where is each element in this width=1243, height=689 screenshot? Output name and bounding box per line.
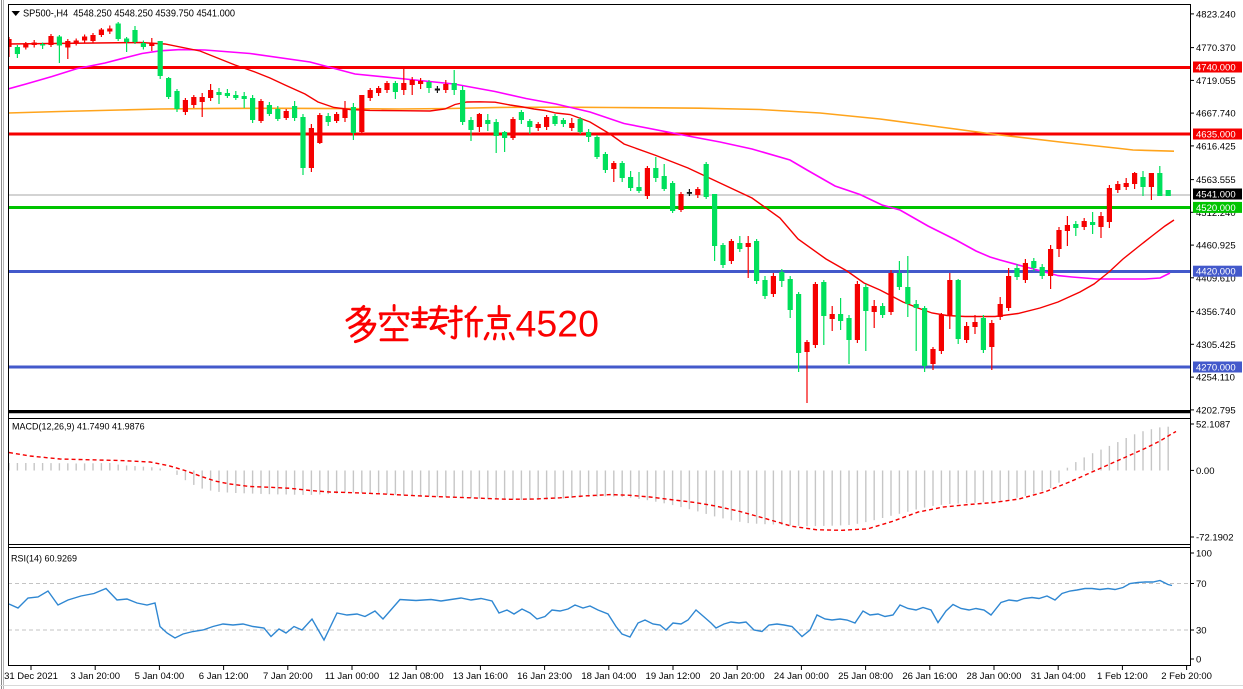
svg-text:4520: 4520 [516,303,599,345]
svg-text:4719.055: 4719.055 [1196,76,1236,87]
svg-text:4420.000: 4420.000 [1196,267,1236,278]
svg-text:4541.000: 4541.000 [1196,190,1236,201]
svg-text:4356.740: 4356.740 [1196,307,1236,318]
svg-text:70: 70 [1196,579,1207,590]
svg-text:7 Jan 20:00: 7 Jan 20:00 [263,671,313,682]
svg-text:MACD(12,26,9) 41.7490 41.9876: MACD(12,26,9) 41.7490 41.9876 [12,422,145,432]
svg-text:4823.240: 4823.240 [1196,9,1236,20]
svg-text:16 Jan 23:00: 16 Jan 23:00 [517,671,572,682]
svg-text:25 Jan 08:00: 25 Jan 08:00 [838,671,893,682]
svg-text:4635.000: 4635.000 [1196,130,1236,141]
svg-text:12 Jan 08:00: 12 Jan 08:00 [389,671,444,682]
svg-text:0.00: 0.00 [1196,466,1215,477]
svg-text:11 Jan 00:00: 11 Jan 00:00 [325,671,379,682]
svg-text:4563.555: 4563.555 [1196,175,1236,186]
svg-text:20 Jan 20:00: 20 Jan 20:00 [710,671,765,682]
svg-text:4512.240: 4512.240 [1196,208,1236,219]
svg-text:4305.425: 4305.425 [1196,340,1236,351]
svg-text:4616.425: 4616.425 [1196,141,1236,152]
svg-text:19 Jan 12:00: 19 Jan 12:00 [646,671,701,682]
svg-text:52.1087: 52.1087 [1196,420,1230,431]
svg-text:100: 100 [1196,549,1212,560]
svg-text:4740.000: 4740.000 [1196,63,1236,74]
svg-text:5 Jan 04:00: 5 Jan 04:00 [135,671,185,682]
svg-text:-72.1902: -72.1902 [1196,533,1234,544]
svg-text:1 Feb 12:00: 1 Feb 12:00 [1097,671,1148,682]
svg-text:26 Jan 16:00: 26 Jan 16:00 [902,671,957,682]
svg-text:4409.610: 4409.610 [1196,273,1236,284]
svg-text:18 Jan 04:00: 18 Jan 04:00 [581,671,636,682]
svg-text:31 Dec 2021: 31 Dec 2021 [4,671,58,682]
svg-text:2 Feb 20:00: 2 Feb 20:00 [1161,671,1212,682]
svg-text:RSI(14) 60.9269: RSI(14) 60.9269 [11,554,77,564]
svg-text:28 Jan 00:00: 28 Jan 00:00 [967,671,1022,682]
svg-text:31 Jan 04:00: 31 Jan 04:00 [1031,671,1086,682]
svg-text:4770.370: 4770.370 [1196,43,1236,54]
svg-text:4460.925: 4460.925 [1196,241,1236,252]
svg-text:4254.110: 4254.110 [1196,373,1235,384]
svg-text:4270.000: 4270.000 [1196,363,1236,374]
svg-text:0: 0 [1196,655,1201,666]
svg-text:4667.740: 4667.740 [1196,109,1236,120]
svg-text:3 Jan 20:00: 3 Jan 20:00 [70,671,120,682]
svg-text:SP500-,H4 4548.250 4548.250 4: SP500-,H4 4548.250 4548.250 4539.750 454… [23,8,235,20]
svg-text:6 Jan 12:00: 6 Jan 12:00 [199,671,249,682]
svg-text:24 Jan 00:00: 24 Jan 00:00 [774,671,829,682]
svg-text:13 Jan 16:00: 13 Jan 16:00 [453,671,508,682]
svg-text:4202.795: 4202.795 [1196,405,1236,416]
svg-text:4520.000: 4520.000 [1196,203,1236,214]
svg-text:30: 30 [1196,626,1207,637]
